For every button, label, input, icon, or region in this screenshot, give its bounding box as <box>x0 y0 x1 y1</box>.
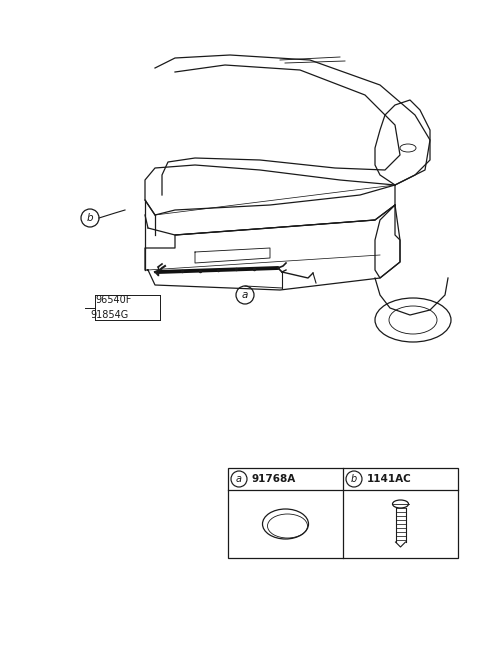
Text: b: b <box>87 213 93 223</box>
Text: a: a <box>236 474 242 484</box>
Text: 96540F: 96540F <box>95 295 132 305</box>
Text: b: b <box>351 474 357 484</box>
Text: 1141AC: 1141AC <box>367 474 412 484</box>
Bar <box>228 468 458 558</box>
Text: 91854G: 91854G <box>90 310 128 320</box>
Text: 91768A: 91768A <box>252 474 296 484</box>
Text: a: a <box>242 290 248 300</box>
